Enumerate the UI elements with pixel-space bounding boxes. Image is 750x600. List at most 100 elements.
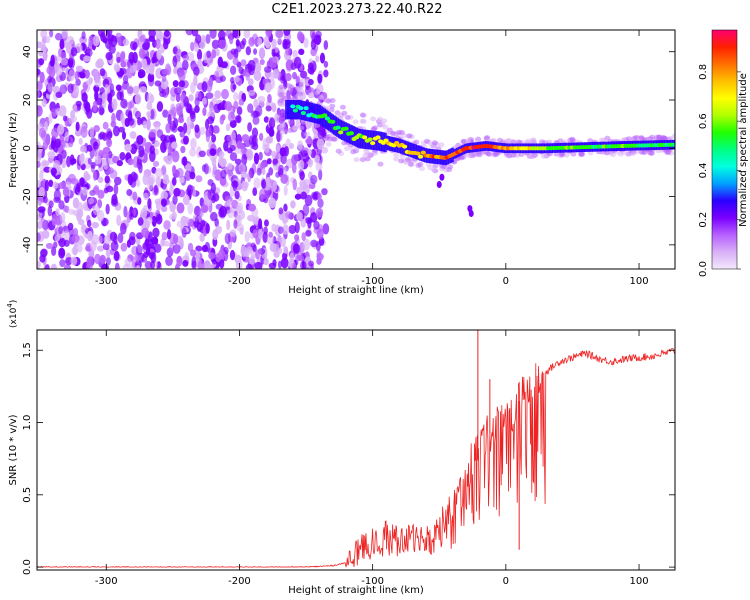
heatmap-cell — [207, 127, 212, 138]
heatmap-cell — [94, 78, 102, 88]
heatmap-cell — [256, 167, 262, 176]
heatmap-cell — [352, 119, 359, 125]
heatmap-cell — [92, 205, 101, 216]
heatmap-cell — [40, 43, 47, 55]
heatmap-cell — [393, 156, 400, 162]
heatmap-cell — [563, 152, 570, 158]
x-tick-label: 100 — [629, 276, 648, 287]
heatmap-cell — [164, 135, 171, 144]
heatmap-cell — [93, 125, 100, 133]
heatmap-cell — [105, 247, 111, 258]
heatmap-cell — [104, 83, 110, 95]
heatmap-cell — [248, 36, 255, 47]
heatmap-cell — [127, 110, 133, 123]
heatmap-cell — [37, 232, 41, 243]
heatmap-cell — [103, 163, 109, 171]
heatmap-cell — [236, 223, 244, 232]
y-tick-label: 0.0 — [22, 559, 33, 575]
heatmap-cell — [178, 70, 186, 82]
heatmap-cell — [102, 242, 110, 251]
heatmap-cell — [341, 110, 348, 116]
heatmap-cell — [93, 184, 100, 196]
heatmap-cell — [278, 102, 285, 108]
heatmap-cell — [57, 124, 65, 135]
snr-multiplier: (x104) — [6, 300, 19, 328]
heatmap-cell — [268, 262, 277, 269]
heatmap-cell — [295, 76, 300, 84]
heatmap-cell — [113, 183, 119, 196]
heatmap-cell — [523, 139, 530, 145]
heatmap-cell — [55, 107, 62, 116]
heatmap-cell — [408, 142, 411, 157]
heatmap-cell — [185, 30, 194, 36]
heatmap-cell — [64, 194, 70, 204]
heatmap-cell — [97, 199, 103, 209]
heatmap-cell — [163, 30, 170, 38]
heatmap-cell — [269, 128, 275, 137]
heatmap-cell — [235, 39, 240, 47]
snr-series-line — [37, 348, 675, 568]
heatmap-cell — [84, 48, 93, 58]
heatmap-cell — [77, 244, 83, 253]
heatmap-cell — [205, 264, 213, 269]
heatmap-cell — [191, 256, 197, 268]
heatmap-cell — [275, 30, 284, 39]
heatmap-cell — [55, 208, 60, 216]
heatmap-cell — [290, 200, 296, 209]
heatmap-cell — [325, 141, 332, 147]
heatmap-cell — [55, 91, 63, 99]
heatmap-cell — [72, 197, 80, 209]
heatmap-cell — [211, 157, 217, 168]
heatmap-cell — [182, 156, 188, 167]
heatmap-cell — [230, 65, 237, 76]
heatmap-cell — [200, 204, 209, 213]
heatmap-cell — [190, 41, 195, 52]
heatmap-cell — [309, 212, 318, 223]
heatmap-cell — [155, 38, 161, 50]
heatmap-cell — [54, 32, 63, 41]
heatmap-cell — [485, 151, 492, 157]
heatmap-cell — [165, 256, 173, 267]
heatmap-cell — [137, 69, 146, 79]
heatmap-cell — [233, 91, 239, 102]
heatmap-cell — [126, 84, 134, 97]
heatmap-cell — [129, 212, 134, 220]
heatmap-cell — [79, 145, 87, 153]
heatmap-cell — [234, 115, 241, 123]
heatmap-cell — [322, 136, 329, 142]
heatmap-cell — [604, 150, 611, 156]
heatmap-cell — [403, 159, 410, 165]
heatmap-cell — [135, 179, 141, 187]
heatmap-cell — [53, 60, 60, 70]
heatmap-cell — [45, 242, 54, 249]
heatmap-cell — [50, 263, 58, 269]
heatmap-cell — [43, 121, 49, 132]
heatmap-cell — [181, 93, 186, 101]
heatmap-cell — [194, 215, 203, 225]
heatmap-cell — [441, 164, 448, 170]
heatmap-cell — [94, 155, 102, 165]
heatmap-cell — [149, 145, 155, 155]
heatmap-cell — [294, 221, 300, 234]
heatmap-cell — [211, 195, 216, 204]
heatmap-cell — [190, 137, 197, 150]
heatmap-cell — [110, 240, 119, 252]
heatmap-cell — [300, 218, 307, 228]
heatmap-cell — [81, 224, 87, 231]
heatmap-cell — [314, 90, 321, 96]
heatmap-cell — [226, 199, 232, 207]
heatmap-cell — [465, 137, 472, 143]
heatmap-cell — [244, 231, 250, 243]
y-tick-label: 1.5 — [22, 342, 33, 358]
heatmap-cell — [182, 194, 190, 206]
heatmap-cell — [371, 130, 374, 150]
heatmap-cell — [99, 107, 105, 115]
heatmap-cell — [214, 90, 222, 99]
heatmap-cell — [263, 226, 269, 235]
heatmap-cell — [330, 119, 336, 124]
heatmap-cell — [113, 176, 122, 186]
heatmap-cell — [224, 232, 231, 245]
heatmap-cell — [309, 102, 312, 122]
spectrogram-x-ticks: -300 -200 -100 0 100 — [95, 30, 649, 287]
heatmap-cell — [105, 203, 110, 215]
